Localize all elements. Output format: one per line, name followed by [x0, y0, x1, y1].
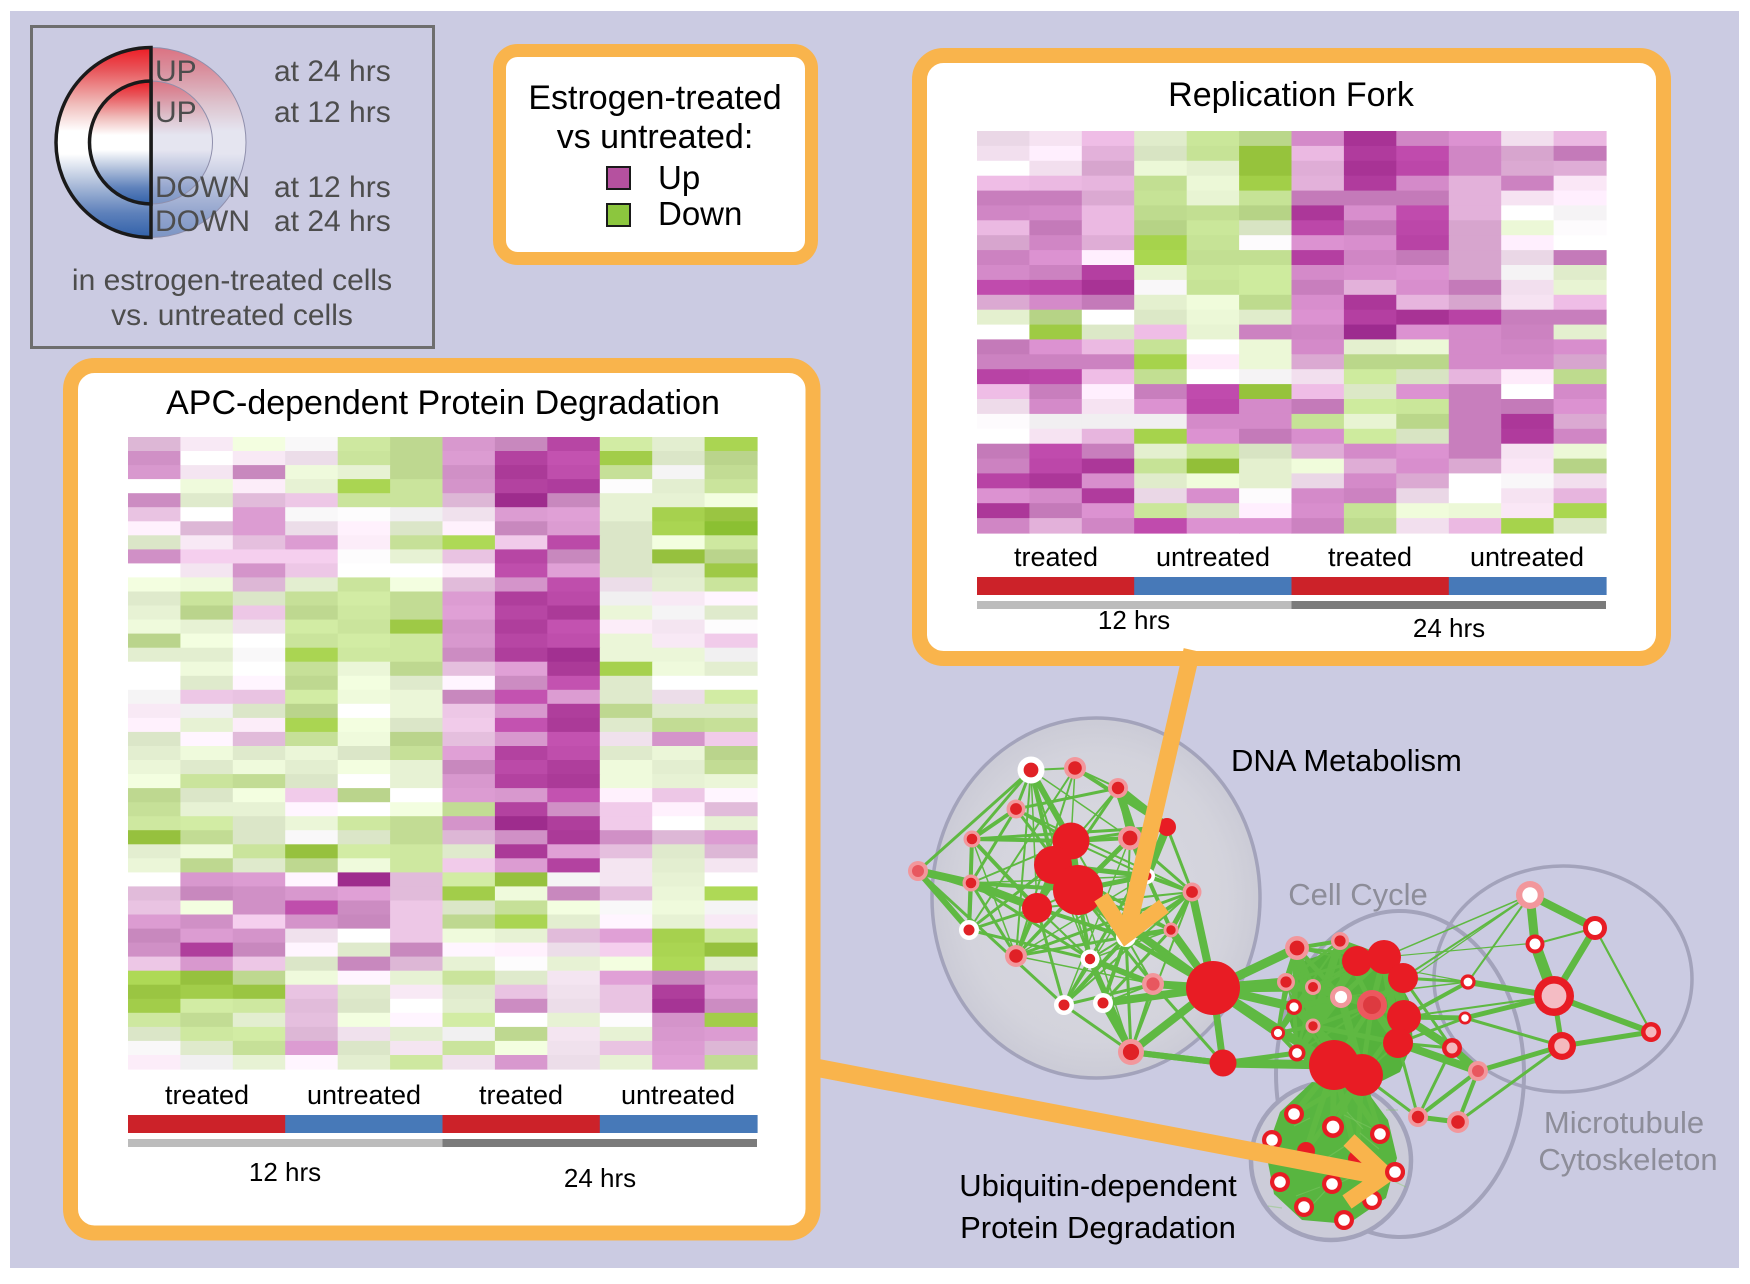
svg-text:Up: Up: [658, 159, 700, 196]
svg-text:untreated: untreated: [1156, 542, 1270, 572]
svg-text:DNA Metabolism: DNA Metabolism: [1231, 743, 1462, 778]
svg-text:at 24 hrs: at 24 hrs: [274, 55, 391, 88]
svg-text:Estrogen-treated: Estrogen-treated: [528, 79, 781, 117]
svg-text:DOWN: DOWN: [155, 205, 250, 238]
svg-text:treated: treated: [1014, 542, 1098, 572]
svg-text:12 hrs: 12 hrs: [1098, 605, 1170, 635]
svg-text:treated: treated: [479, 1080, 563, 1110]
svg-text:untreated: untreated: [1470, 542, 1584, 572]
svg-text:Down: Down: [658, 195, 742, 232]
svg-text:vs untreated:: vs untreated:: [557, 118, 754, 156]
svg-text:at 12 hrs: at 12 hrs: [274, 171, 391, 204]
svg-text:UP: UP: [155, 55, 197, 88]
svg-text:treated: treated: [165, 1080, 249, 1110]
svg-text:Microtubule: Microtubule: [1544, 1105, 1704, 1140]
svg-text:24 hrs: 24 hrs: [1413, 613, 1485, 643]
svg-text:12 hrs: 12 hrs: [249, 1157, 321, 1187]
svg-text:Cell Cycle: Cell Cycle: [1288, 877, 1428, 912]
svg-text:in estrogen-treated cells: in estrogen-treated cells: [72, 264, 392, 297]
svg-text:untreated: untreated: [621, 1080, 735, 1110]
svg-text:at 24 hrs: at 24 hrs: [274, 205, 391, 238]
svg-text:treated: treated: [1328, 542, 1412, 572]
svg-text:Ubiquitin-dependent: Ubiquitin-dependent: [959, 1168, 1237, 1203]
svg-text:UP: UP: [155, 96, 197, 129]
svg-text:APC-dependent Protein Degradat: APC-dependent Protein Degradation: [166, 384, 720, 422]
svg-text:24 hrs: 24 hrs: [564, 1163, 636, 1193]
svg-text:Cytoskeleton: Cytoskeleton: [1538, 1142, 1717, 1177]
svg-text:untreated: untreated: [307, 1080, 421, 1110]
svg-text:Protein Degradation: Protein Degradation: [960, 1210, 1236, 1245]
svg-text:DOWN: DOWN: [155, 171, 250, 204]
svg-text:vs. untreated cells: vs. untreated cells: [111, 299, 353, 332]
svg-text:at 12 hrs: at 12 hrs: [274, 96, 391, 129]
svg-text:Replication Fork: Replication Fork: [1168, 76, 1415, 114]
